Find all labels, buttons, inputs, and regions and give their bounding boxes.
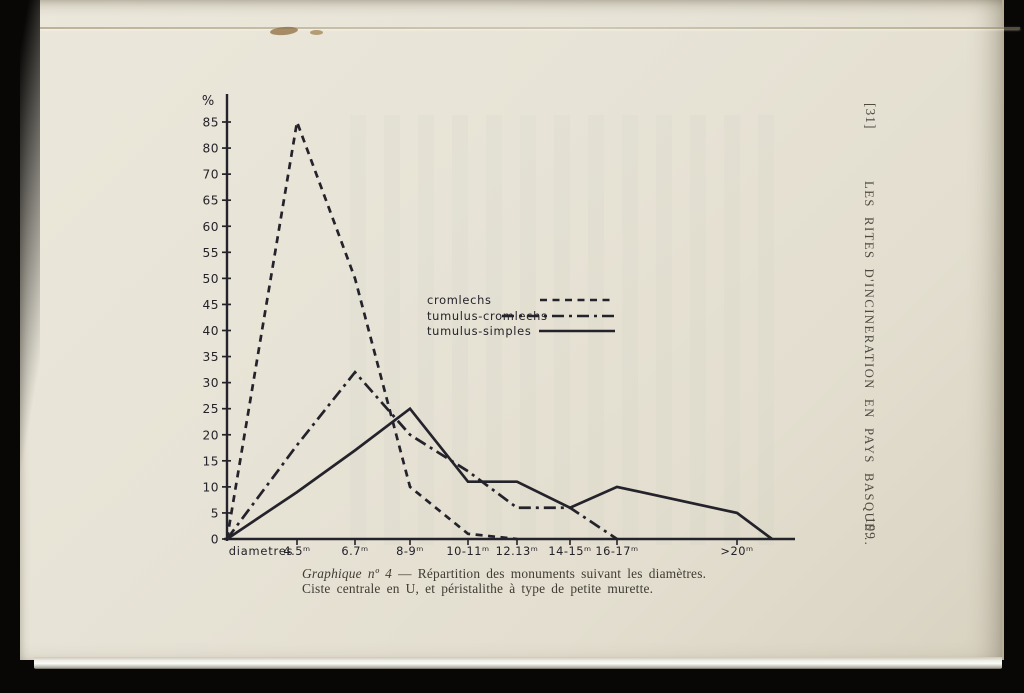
caption-line-2: Ciste centrale en U, et péristalithe à t… — [302, 581, 654, 597]
y-tick-label: 25 — [202, 402, 219, 416]
legend-label-cromlechs: cromlechs — [427, 293, 492, 307]
page-top-crease — [40, 27, 1020, 29]
y-tick-label: 60 — [202, 220, 219, 234]
x-tick-label: 14-15ᵐ — [548, 544, 591, 558]
y-tick-label: 70 — [202, 168, 219, 182]
series-line-cromlechs — [225, 116, 518, 541]
caption-line-1: Graphique nº 4 — Répartition des monumen… — [302, 566, 732, 581]
figure-caption: Graphique nº 4 — Répartition des monumen… — [302, 566, 732, 597]
y-tick-label: 5 — [211, 506, 219, 520]
y-tick-label: 55 — [202, 246, 219, 260]
margin-reference: [31] — [863, 103, 878, 130]
y-tick-label: 30 — [202, 376, 219, 390]
x-tick-label: 16-17ᵐ — [595, 544, 638, 558]
y-tick-label: 15 — [202, 454, 219, 468]
series-line-tumulus-simples — [226, 406, 773, 541]
x-tick-label: 12.13ᵐ — [496, 544, 539, 558]
x-tick-label: 4.5ᵐ — [283, 544, 310, 558]
x-tick-label: >20ᵐ — [720, 544, 753, 558]
legend-label-tumulus-cromlechs: tumulus-cromlechs — [427, 309, 548, 323]
y-tick-label: 45 — [202, 298, 219, 312]
x-tick-label: 8-9ᵐ — [396, 544, 424, 558]
series-line-tumulus-cromlechs — [225, 370, 618, 541]
caption-dash: — — [398, 566, 412, 581]
y-tick-label: 35 — [202, 350, 219, 364]
book-gutter-shadow — [20, 0, 40, 660]
y-tick-label: 10 — [202, 480, 219, 494]
y-tick-label: 65 — [202, 194, 219, 208]
page-number: 199 — [863, 517, 878, 540]
running-title: LES RITES D'INCINERATION EN PAYS BASQUE.… — [862, 181, 876, 547]
x-axis-title: diametres — [229, 544, 294, 558]
caption-text: Répartition des monuments suivant les di… — [417, 566, 707, 581]
caption-figure-label: Graphique nº 4 — [302, 566, 393, 581]
y-tick-label: 80 — [202, 142, 219, 156]
y-tick-label: 85 — [202, 116, 219, 130]
legend-label-tumulus-simples: tumulus-simples — [427, 324, 531, 338]
x-tick-label: 10-11ᵐ — [446, 544, 489, 558]
y-tick-label: 0 — [211, 533, 219, 547]
y-tick-label: 40 — [202, 324, 219, 338]
x-tick-label: 6.7ᵐ — [341, 544, 368, 558]
y-tick-label: 50 — [202, 272, 219, 286]
page-stain — [310, 30, 323, 35]
y-tick-label: 20 — [202, 428, 219, 442]
y-axis-percent-label: % — [202, 94, 214, 109]
page-edge-stack — [34, 657, 1002, 669]
diameter-distribution-chart: 85807065605550454035302520151050%diametr… — [202, 94, 795, 558]
